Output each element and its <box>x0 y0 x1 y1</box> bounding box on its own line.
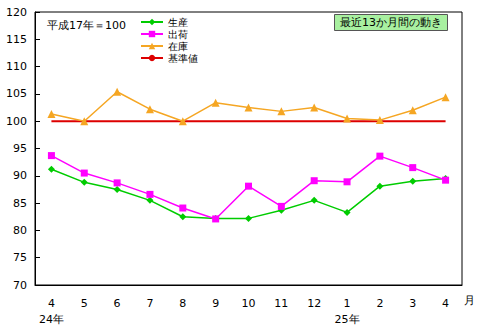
svg-text:10: 10 <box>242 297 256 310</box>
svg-text:110: 110 <box>6 60 27 73</box>
svg-text:120: 120 <box>6 6 27 19</box>
svg-text:115: 115 <box>6 33 27 46</box>
svg-text:基準値: 基準値 <box>168 53 198 64</box>
svg-text:4: 4 <box>48 297 55 310</box>
svg-text:5: 5 <box>81 297 88 310</box>
svg-text:105: 105 <box>6 87 27 100</box>
svg-text:2: 2 <box>376 297 383 310</box>
svg-text:25年: 25年 <box>335 313 360 326</box>
svg-text:生産: 生産 <box>168 17 188 28</box>
svg-text:月: 月 <box>464 294 475 307</box>
svg-text:12: 12 <box>307 297 321 310</box>
svg-text:70: 70 <box>13 279 27 292</box>
svg-text:75: 75 <box>13 251 27 264</box>
svg-text:6: 6 <box>114 297 121 310</box>
svg-text:90: 90 <box>13 169 27 182</box>
svg-text:8: 8 <box>179 297 186 310</box>
svg-text:9: 9 <box>212 297 219 310</box>
svg-text:平成17年＝100: 平成17年＝100 <box>47 19 126 32</box>
svg-text:80: 80 <box>13 224 27 237</box>
svg-text:出荷: 出荷 <box>168 29 188 40</box>
svg-text:11: 11 <box>274 297 288 310</box>
svg-text:最近13か月間の動き: 最近13か月間の動き <box>340 16 442 29</box>
svg-text:1: 1 <box>344 297 351 310</box>
svg-text:4: 4 <box>442 297 449 310</box>
svg-text:7: 7 <box>146 297 153 310</box>
svg-text:100: 100 <box>6 115 27 128</box>
svg-text:95: 95 <box>13 142 27 155</box>
svg-text:24年: 24年 <box>39 313 64 326</box>
svg-text:3: 3 <box>409 297 416 310</box>
svg-text:在庫: 在庫 <box>168 41 188 52</box>
svg-text:85: 85 <box>13 197 27 210</box>
